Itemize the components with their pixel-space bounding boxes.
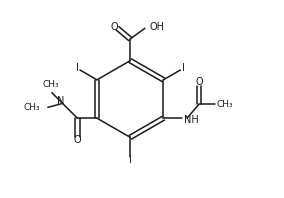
Text: I: I <box>129 155 132 165</box>
Text: NH: NH <box>184 115 199 125</box>
Text: O: O <box>110 22 118 32</box>
Text: N: N <box>57 96 65 106</box>
Text: CH₃: CH₃ <box>216 100 233 109</box>
Text: OH: OH <box>150 22 165 32</box>
Text: O: O <box>74 135 81 145</box>
Text: I: I <box>182 63 185 73</box>
Text: I: I <box>76 63 78 73</box>
Text: O: O <box>195 77 203 87</box>
Text: CH₃: CH₃ <box>43 80 59 89</box>
Text: CH₃: CH₃ <box>23 103 40 112</box>
